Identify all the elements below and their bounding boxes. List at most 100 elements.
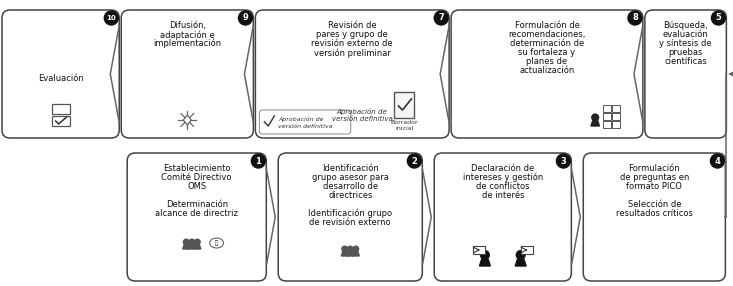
Ellipse shape bbox=[210, 238, 224, 248]
Text: inicial: inicial bbox=[395, 126, 413, 131]
Text: Determinación: Determinación bbox=[166, 200, 228, 209]
Text: desarrollo de: desarrollo de bbox=[323, 182, 377, 191]
Text: 4: 4 bbox=[715, 156, 721, 166]
Circle shape bbox=[347, 246, 353, 252]
Text: 10: 10 bbox=[106, 15, 116, 21]
Circle shape bbox=[592, 114, 599, 121]
Text: 1: 1 bbox=[255, 156, 261, 166]
Text: pruebas: pruebas bbox=[668, 48, 703, 57]
Text: resultados críticos: resultados críticos bbox=[616, 209, 693, 218]
Text: Aprobación de: Aprobación de bbox=[279, 117, 324, 122]
Text: Establecimiento: Establecimiento bbox=[163, 164, 230, 173]
Text: Difusión,: Difusión, bbox=[169, 21, 206, 30]
Polygon shape bbox=[194, 245, 201, 249]
Text: de interés: de interés bbox=[482, 191, 524, 200]
FancyBboxPatch shape bbox=[51, 116, 70, 126]
Text: versión definitiva: versión definitiva bbox=[332, 116, 393, 122]
Polygon shape bbox=[479, 259, 490, 266]
Circle shape bbox=[183, 239, 189, 245]
Text: y síntesis de: y síntesis de bbox=[659, 39, 712, 48]
FancyBboxPatch shape bbox=[583, 153, 726, 281]
FancyBboxPatch shape bbox=[603, 121, 611, 128]
FancyBboxPatch shape bbox=[121, 10, 254, 138]
Text: directrices: directrices bbox=[328, 191, 372, 200]
FancyBboxPatch shape bbox=[645, 10, 726, 138]
Polygon shape bbox=[342, 252, 348, 256]
Circle shape bbox=[628, 11, 642, 25]
Text: 7: 7 bbox=[438, 13, 444, 23]
Circle shape bbox=[104, 11, 118, 25]
Text: Revisión de: Revisión de bbox=[328, 21, 377, 30]
FancyBboxPatch shape bbox=[255, 10, 449, 138]
Text: 3: 3 bbox=[561, 156, 567, 166]
Circle shape bbox=[481, 251, 489, 259]
Polygon shape bbox=[591, 121, 600, 126]
Circle shape bbox=[353, 246, 358, 252]
Text: científicas: científicas bbox=[664, 57, 707, 66]
Text: evaluación: evaluación bbox=[663, 30, 709, 39]
FancyBboxPatch shape bbox=[603, 105, 611, 112]
Text: Formulación: Formulación bbox=[628, 164, 680, 173]
Text: adaptación e: adaptación e bbox=[160, 30, 215, 39]
Text: de preguntas en: de preguntas en bbox=[619, 173, 689, 182]
Circle shape bbox=[238, 11, 252, 25]
Text: Comité Directivo: Comité Directivo bbox=[161, 173, 232, 182]
Text: revisión externo de: revisión externo de bbox=[312, 39, 393, 48]
FancyBboxPatch shape bbox=[2, 10, 119, 138]
FancyBboxPatch shape bbox=[473, 246, 485, 254]
Circle shape bbox=[434, 11, 448, 25]
FancyBboxPatch shape bbox=[603, 113, 611, 120]
Text: intereses y gestión: intereses y gestión bbox=[463, 173, 543, 182]
FancyBboxPatch shape bbox=[279, 153, 422, 281]
Text: formato PICO: formato PICO bbox=[627, 182, 682, 191]
Polygon shape bbox=[188, 245, 195, 249]
Text: de conflictos: de conflictos bbox=[476, 182, 529, 191]
Text: recomendaciones,: recomendaciones, bbox=[508, 30, 586, 39]
Circle shape bbox=[516, 251, 525, 259]
Text: implementación: implementación bbox=[153, 39, 221, 49]
Circle shape bbox=[556, 154, 570, 168]
Text: determinación de: determinación de bbox=[510, 39, 584, 48]
Text: 🔒: 🔒 bbox=[215, 240, 218, 246]
Polygon shape bbox=[347, 252, 354, 256]
Polygon shape bbox=[183, 115, 191, 125]
FancyBboxPatch shape bbox=[612, 113, 620, 120]
Polygon shape bbox=[515, 259, 526, 266]
Text: 9: 9 bbox=[243, 13, 248, 23]
Text: Declaración de: Declaración de bbox=[471, 164, 534, 173]
Text: de revisión externo: de revisión externo bbox=[309, 218, 391, 227]
Polygon shape bbox=[353, 252, 359, 256]
Text: versión preliminar: versión preliminar bbox=[314, 48, 391, 57]
Polygon shape bbox=[183, 245, 190, 249]
Text: Formulación de: Formulación de bbox=[515, 21, 580, 30]
Text: pares y grupo de: pares y grupo de bbox=[317, 30, 388, 39]
Text: 5: 5 bbox=[715, 13, 721, 23]
Circle shape bbox=[710, 154, 724, 168]
FancyBboxPatch shape bbox=[520, 246, 533, 254]
Text: Identificación grupo: Identificación grupo bbox=[308, 209, 392, 219]
Text: Evaluación: Evaluación bbox=[37, 74, 84, 83]
Text: actualización: actualización bbox=[520, 66, 575, 75]
Text: Identificación: Identificación bbox=[322, 164, 379, 173]
Text: versión definitiva: versión definitiva bbox=[279, 124, 333, 129]
Text: Aprobación de: Aprobación de bbox=[336, 108, 388, 115]
FancyBboxPatch shape bbox=[612, 121, 620, 128]
Text: alcance de directriz: alcance de directriz bbox=[155, 209, 238, 218]
Text: 2: 2 bbox=[411, 156, 417, 166]
FancyBboxPatch shape bbox=[259, 110, 351, 134]
Circle shape bbox=[342, 246, 347, 252]
FancyBboxPatch shape bbox=[612, 105, 620, 112]
Circle shape bbox=[712, 11, 726, 25]
Text: Búsqueda,: Búsqueda, bbox=[663, 21, 708, 30]
Circle shape bbox=[189, 239, 194, 245]
Text: grupo asesor para: grupo asesor para bbox=[312, 173, 388, 182]
Circle shape bbox=[251, 154, 265, 168]
Text: Selección de: Selección de bbox=[627, 200, 681, 209]
FancyBboxPatch shape bbox=[451, 10, 643, 138]
FancyBboxPatch shape bbox=[51, 104, 70, 114]
Text: OMS: OMS bbox=[187, 182, 206, 191]
Circle shape bbox=[408, 154, 421, 168]
Circle shape bbox=[194, 239, 200, 245]
Text: 8: 8 bbox=[632, 13, 638, 23]
FancyBboxPatch shape bbox=[434, 153, 571, 281]
